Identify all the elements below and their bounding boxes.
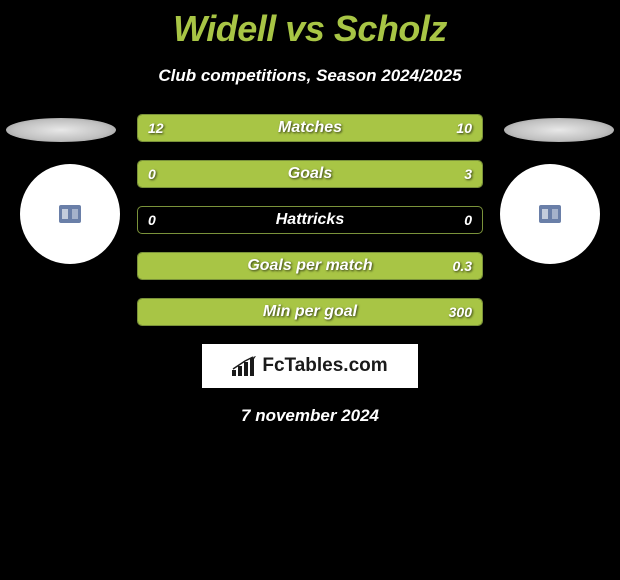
stat-value-left: 12 <box>148 115 164 141</box>
stat-bars: Matches1210Goals03Hattricks00Goals per m… <box>137 114 483 326</box>
stat-value-right: 10 <box>456 115 472 141</box>
stat-label: Hattricks <box>138 207 482 233</box>
player-avatar-right <box>500 164 600 264</box>
logo-text: FcTables.com <box>262 355 387 377</box>
stat-row: Goals0 3 <box>137 160 483 188</box>
stat-value-right: 300 <box>449 299 472 325</box>
player-avatar-left <box>20 164 120 264</box>
stat-label: Goals <box>138 161 482 187</box>
bar-chart-icon <box>232 356 258 376</box>
stat-row: Min per goal300 <box>137 298 483 326</box>
stat-row: Matches12 10 <box>137 114 483 142</box>
avatar-shadow-right <box>504 118 614 142</box>
stat-value-left: 0 <box>148 161 156 187</box>
stat-row: Goals per match0.3 <box>137 252 483 280</box>
date-text: 7 november 2024 <box>0 406 620 426</box>
subtitle: Club competitions, Season 2024/2025 <box>0 66 620 86</box>
comparison-panel: Matches1210Goals03Hattricks00Goals per m… <box>0 114 620 426</box>
stat-value-right: 3 <box>464 161 472 187</box>
logo-box: FcTables.com <box>202 344 418 388</box>
stat-label: Matches <box>138 115 482 141</box>
page-title: Widell vs Scholz <box>0 0 620 50</box>
avatar-shadow-left <box>6 118 116 142</box>
placeholder-avatar-icon <box>539 205 561 223</box>
stat-value-right: 0.3 <box>453 253 472 279</box>
logo: FcTables.com <box>232 355 387 377</box>
stat-label: Min per goal <box>138 299 482 325</box>
stat-row: Hattricks0 0 <box>137 206 483 234</box>
placeholder-avatar-icon <box>59 205 81 223</box>
stat-value-left: 0 <box>148 207 156 233</box>
stat-label: Goals per match <box>138 253 482 279</box>
stat-value-right: 0 <box>464 207 472 233</box>
